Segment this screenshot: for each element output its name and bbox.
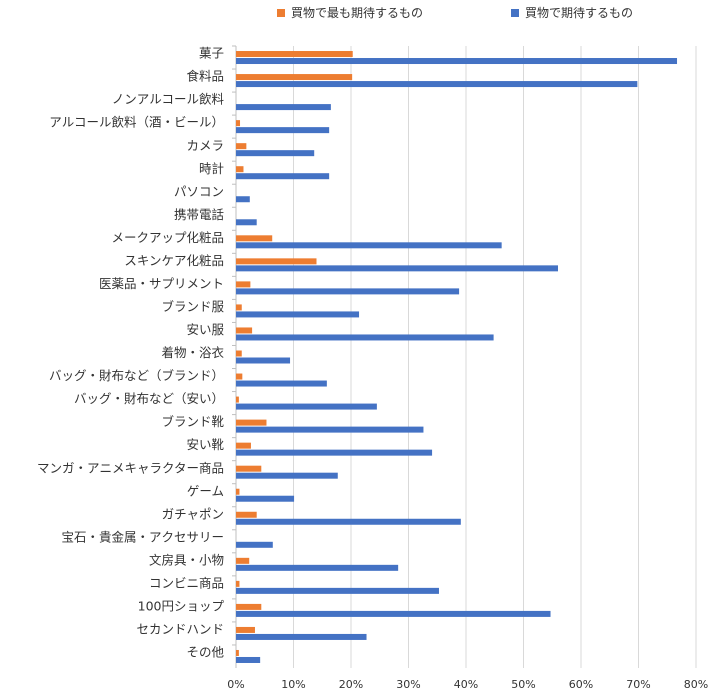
category-label: カメラ bbox=[186, 138, 224, 153]
bar-most-expected bbox=[236, 327, 253, 334]
bar-most-expected bbox=[236, 580, 240, 587]
bar-most-expected bbox=[236, 74, 353, 81]
bar-expected bbox=[236, 426, 424, 433]
bar-most-expected bbox=[236, 511, 257, 518]
bar-most-expected bbox=[236, 442, 251, 449]
category-label: 安い靴 bbox=[186, 437, 224, 452]
category-label: 宝石・貴金属・アクセサリー bbox=[61, 529, 224, 544]
bar-expected bbox=[236, 242, 502, 249]
bar-expected bbox=[236, 173, 330, 180]
x-tick-label: 20% bbox=[339, 678, 363, 691]
bar-expected bbox=[236, 288, 460, 295]
category-label: バッグ・財布など（ブランド） bbox=[49, 368, 224, 383]
bar-most-expected bbox=[236, 235, 273, 242]
bar-expected bbox=[236, 472, 338, 479]
bar-expected bbox=[236, 58, 678, 65]
category-label: メークアップ化粧品 bbox=[111, 230, 224, 245]
category-label: セカンドハンド bbox=[136, 622, 224, 637]
bar-expected bbox=[236, 449, 433, 456]
bar-expected bbox=[236, 403, 377, 410]
bar-most-expected bbox=[236, 143, 247, 150]
category-label: 着物・浴衣 bbox=[161, 345, 224, 360]
category-label: ノンアルコール飲料 bbox=[112, 92, 225, 107]
bar-most-expected bbox=[236, 258, 317, 265]
category-label: バッグ・財布など（安い） bbox=[74, 391, 224, 406]
bar-most-expected bbox=[236, 626, 255, 633]
legend-item-series-2: 買物で期待するもの bbox=[511, 4, 633, 21]
category-label: その他 bbox=[186, 645, 224, 660]
bar-most-expected bbox=[236, 465, 262, 472]
bar-most-expected bbox=[236, 488, 240, 495]
legend-item-series-1: 買物で最も期待するもの bbox=[277, 4, 423, 21]
legend-swatch-series-1 bbox=[277, 8, 285, 17]
bar-expected bbox=[236, 311, 360, 318]
category-label: 時計 bbox=[199, 161, 224, 176]
category-label: スキンケア化粧品 bbox=[124, 253, 224, 268]
bar-expected bbox=[236, 564, 399, 571]
bar-expected bbox=[236, 196, 250, 203]
x-tick-label: 60% bbox=[569, 678, 593, 691]
category-label: 携帯電話 bbox=[174, 207, 224, 222]
category-label: ゲーム bbox=[187, 483, 224, 498]
category-label: 食料品 bbox=[186, 69, 224, 84]
category-label: ブランド服 bbox=[161, 299, 224, 314]
bar-expected bbox=[236, 219, 257, 226]
x-tick-label: 0% bbox=[227, 678, 244, 691]
x-tick-label: 30% bbox=[396, 678, 420, 691]
x-tick-label: 40% bbox=[454, 678, 478, 691]
category-label: マンガ・アニメキャラクター商品 bbox=[37, 460, 224, 475]
x-tick-label: 10% bbox=[281, 678, 305, 691]
bar-most-expected bbox=[236, 419, 267, 426]
bar-expected bbox=[236, 104, 331, 111]
x-tick-label: 70% bbox=[626, 678, 650, 691]
bar-expected bbox=[236, 265, 558, 272]
bar-most-expected bbox=[236, 281, 251, 288]
bar-expected bbox=[236, 357, 291, 364]
category-label: アルコール飲料（酒・ビール） bbox=[49, 115, 224, 130]
bar-expected bbox=[236, 495, 295, 502]
category-label: コンビニ商品 bbox=[149, 575, 224, 590]
bar-most-expected bbox=[236, 373, 243, 380]
bar-expected bbox=[236, 127, 330, 134]
bar-expected bbox=[236, 610, 551, 617]
bar-most-expected bbox=[236, 166, 244, 173]
bar-expected bbox=[236, 150, 315, 157]
bar-expected bbox=[236, 81, 638, 88]
x-tick-label: 50% bbox=[511, 678, 535, 691]
legend-label-series-2: 買物で期待するもの bbox=[525, 6, 634, 20]
category-label: 100円ショップ bbox=[138, 598, 225, 613]
bar-expected bbox=[236, 380, 327, 387]
category-label: 安い服 bbox=[186, 322, 224, 337]
category-label: ガチャポン bbox=[162, 506, 224, 521]
bar-most-expected bbox=[236, 603, 262, 610]
category-label: ブランド靴 bbox=[161, 414, 224, 429]
legend-swatch-series-2 bbox=[511, 8, 519, 17]
bar-most-expected bbox=[236, 51, 353, 58]
bar-expected bbox=[236, 541, 273, 548]
category-label: パソコン bbox=[174, 184, 224, 199]
bar-most-expected bbox=[236, 396, 239, 403]
bar-expected bbox=[236, 518, 461, 525]
x-tick-label: 80% bbox=[684, 678, 708, 691]
bar-expected bbox=[236, 656, 261, 663]
bar-most-expected bbox=[236, 350, 242, 357]
bar-most-expected bbox=[236, 557, 250, 564]
category-label: 文房具・小物 bbox=[149, 552, 224, 567]
legend-label-series-1: 買物で最も期待するもの bbox=[291, 6, 424, 20]
bar-expected bbox=[236, 334, 494, 341]
category-label: 医薬品・サプリメント bbox=[99, 276, 224, 291]
bar-most-expected bbox=[236, 304, 242, 311]
category-label: 菓子 bbox=[199, 46, 224, 61]
bar-expected bbox=[236, 587, 439, 594]
bar-most-expected bbox=[236, 649, 239, 656]
bar-expected bbox=[236, 633, 367, 640]
bar-most-expected bbox=[236, 120, 241, 127]
